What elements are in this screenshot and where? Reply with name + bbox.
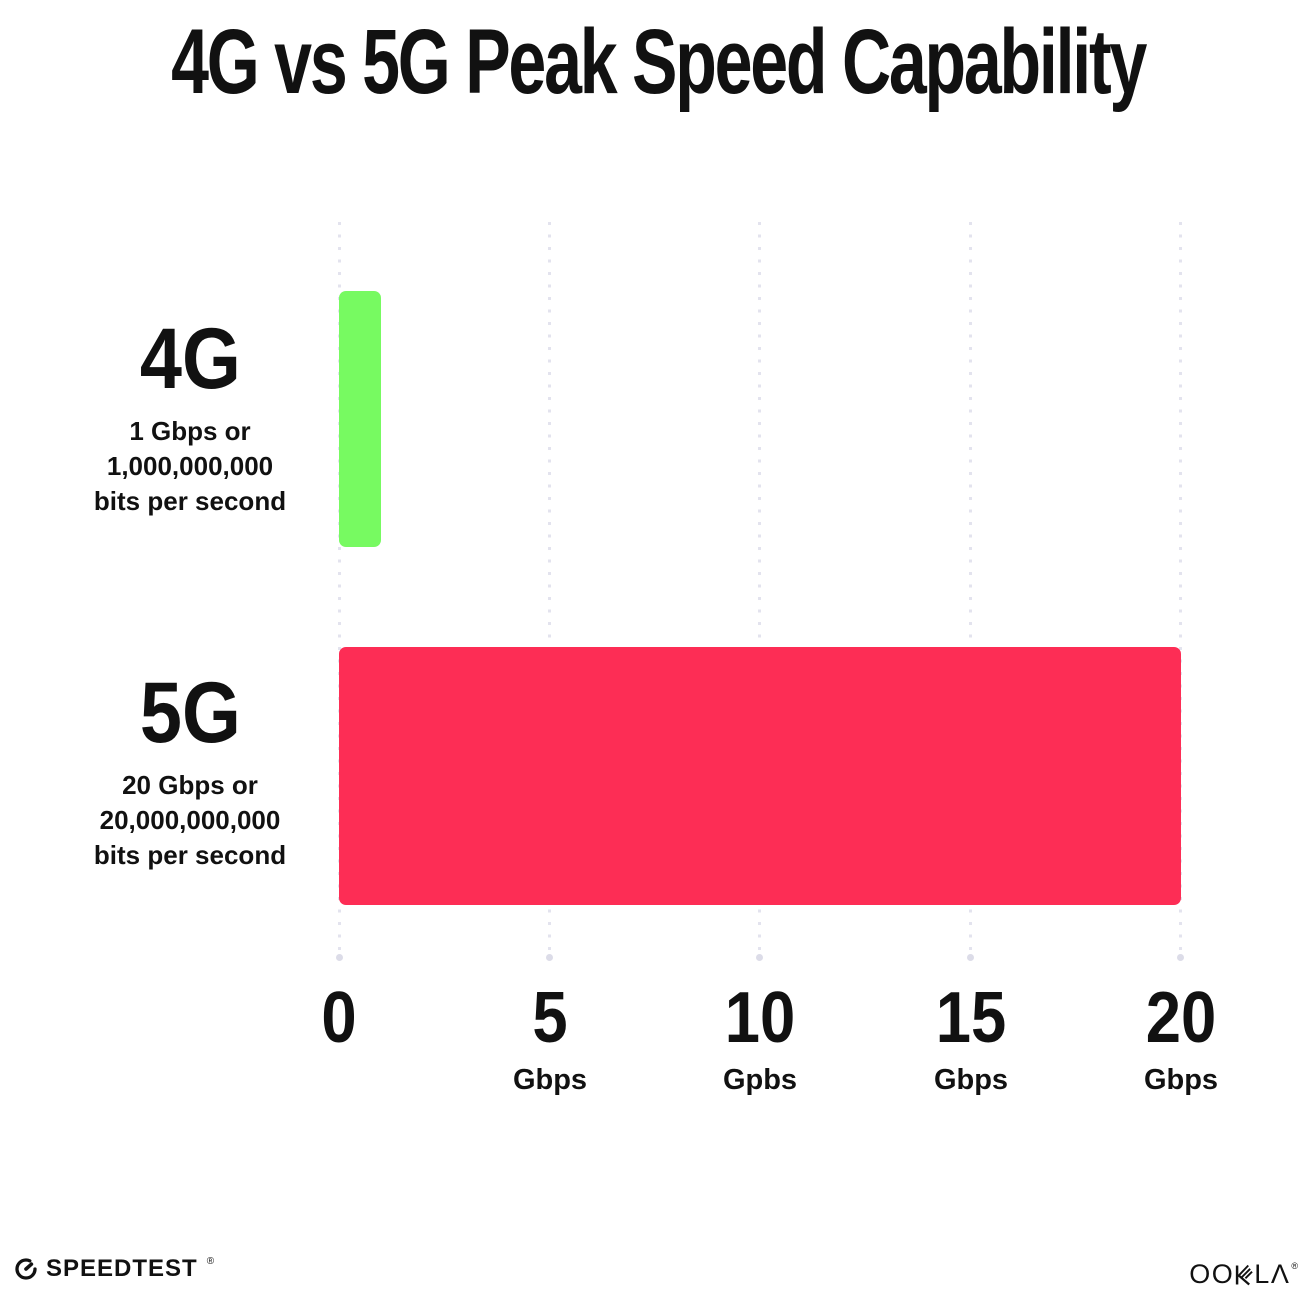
ookla-wordmark-left: OO [1189,1259,1235,1289]
x-axis-tick-0: 0 [219,982,459,1066]
ookla-wordmark-right: LΛ [1254,1259,1291,1289]
dotted-gridline-5 [546,222,553,961]
category-description-line: bits per second [93,486,287,516]
category-description-line: 20 Gbps or [122,770,258,800]
bar-5g [339,647,1181,905]
tick-number: 20 [1145,978,1217,1058]
category-description-line: 1 Gbps or [129,416,251,446]
tick-unit: Gbps [1143,1064,1219,1096]
plot-area [339,0,1181,1000]
bar-4g [339,291,382,547]
chart-title: 4G vs 5G Peak Speed Capability [0,14,1308,111]
category-label-4g: 4G 1 Gbps or 1,000,000,000 bits per seco… [50,316,330,519]
dotted-gridline-0 [336,222,343,961]
x-axis-tick-5: 5 Gbps [430,982,670,1095]
registered-trademark-icon: ® [206,1255,215,1267]
x-axis-tick-10: 10 Gpbs [640,982,880,1095]
category-name-4g: 4G [139,311,241,407]
category-label-5g: 5G 20 Gbps or 20,000,000,000 bits per se… [50,670,330,873]
dotted-gridline-15 [967,222,974,961]
tick-number: 10 [724,978,796,1058]
chart-title-text: 4G vs 5G Peak Speed Capability [171,11,1147,113]
tick-number: 0 [321,978,357,1058]
tick-unit: Gbps [933,1064,1009,1096]
x-axis-tick-15: 15 Gbps [851,982,1091,1095]
registered-trademark-icon: ® [1291,1260,1298,1271]
ookla-k-icon [1236,1264,1254,1285]
speedtest-logo: SPEEDTEST ® [14,1255,215,1282]
ookla-logo: OO LΛ ® [1189,1261,1298,1288]
category-name-5g: 5G [139,665,241,761]
tick-unit: Gpbs [722,1064,798,1096]
speedtest-wordmark: SPEEDTEST [46,1255,198,1282]
dotted-gridline-20 [1177,222,1184,961]
tick-number: 15 [935,978,1007,1058]
category-description-line: bits per second [93,840,287,870]
category-description-line: 20,000,000,000 [99,805,281,835]
category-description-line: 1,000,000,000 [106,451,274,481]
speedometer-gauge-icon [15,1258,37,1280]
x-axis-tick-20: 20 Gbps [1061,982,1301,1095]
tick-unit: Gbps [512,1064,588,1096]
tick-number: 5 [532,978,568,1058]
dotted-gridline-10 [756,222,763,961]
